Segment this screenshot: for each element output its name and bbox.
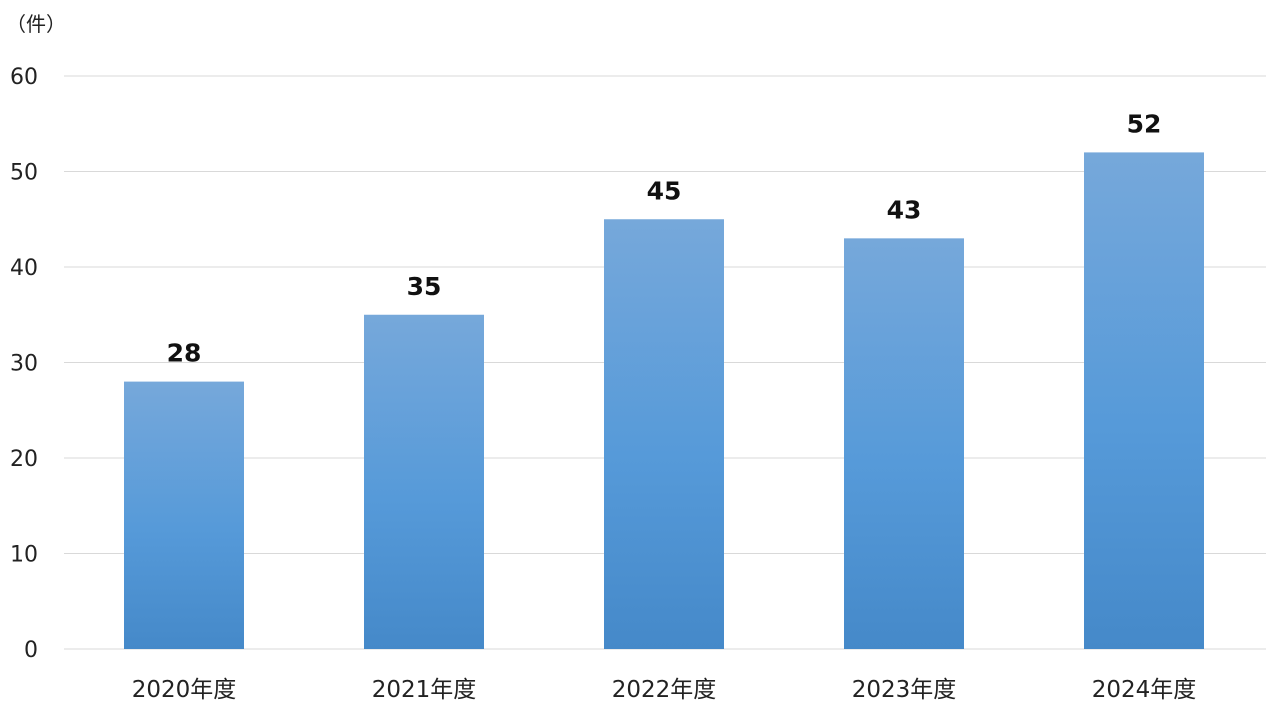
data-label-4: 43 <box>887 195 922 224</box>
y-tick-label: 20 <box>10 447 38 472</box>
y-tick-label: 50 <box>10 161 38 186</box>
bar-2 <box>364 314 484 649</box>
y-tick-label: 0 <box>24 638 38 663</box>
x-category-label-1: 2020年度 <box>132 677 237 703</box>
y-tick-label: 40 <box>10 256 38 281</box>
bar-1 <box>124 381 244 649</box>
y-tick-label: 60 <box>10 65 38 90</box>
data-labels: 28 35 45 43 52 <box>167 109 1162 367</box>
bar-3 <box>604 219 724 649</box>
data-label-3: 45 <box>647 176 682 205</box>
x-category-label-4: 2023年度 <box>852 677 957 703</box>
y-tick-label: 10 <box>10 543 38 568</box>
bar-4 <box>844 238 964 649</box>
x-category-label-2: 2021年度 <box>372 677 477 703</box>
data-label-1: 28 <box>167 339 202 368</box>
x-category-label-5: 2024年度 <box>1092 677 1197 703</box>
data-label-5: 52 <box>1127 109 1162 138</box>
y-axis-ticks: 0 10 20 30 40 50 60 <box>10 65 38 663</box>
bar-5 <box>1084 152 1204 649</box>
y-axis-unit-label: （件） <box>6 12 66 36</box>
x-axis-categories: 2020年度 2021年度 2022年度 2023年度 2024年度 <box>132 677 1197 703</box>
bars <box>124 152 1204 649</box>
data-label-2: 35 <box>407 272 442 301</box>
y-tick-label: 30 <box>10 352 38 377</box>
x-category-label-3: 2022年度 <box>612 677 717 703</box>
